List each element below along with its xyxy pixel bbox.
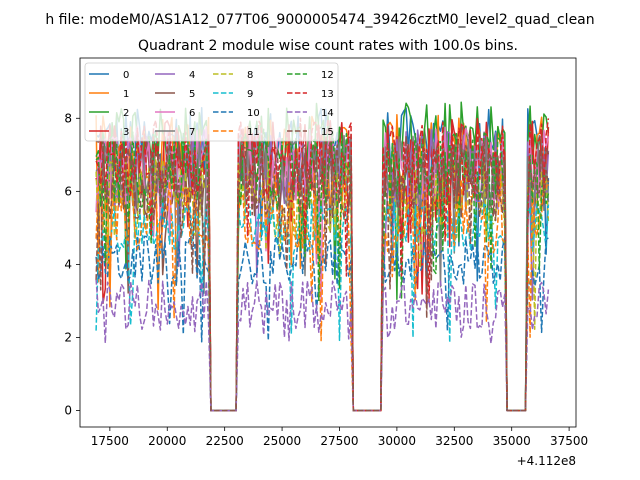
x-tick-label: 37500 xyxy=(550,434,588,448)
legend-label-9: 9 xyxy=(247,89,253,100)
series-line-11 xyxy=(95,172,550,412)
y-tick-label: 6 xyxy=(64,184,72,198)
figure-suptitle: h file: modeM0/AS1A12_077T06_9000005474_… xyxy=(45,12,594,28)
x-tick-label: 17500 xyxy=(91,434,129,448)
legend-label-10: 10 xyxy=(247,108,260,119)
x-axis: 17500 20000 22500 25000 27500 30000 32500 35000… xyxy=(91,427,588,448)
legend-label-11: 11 xyxy=(247,127,260,138)
y-tick-label: 0 xyxy=(64,404,72,418)
legend-label-3: 3 xyxy=(123,127,129,138)
legend-label-2: 2 xyxy=(123,108,129,119)
x-offset-label: +4.112e8 xyxy=(517,454,576,468)
legend-label-5: 5 xyxy=(189,89,195,100)
legend-frame xyxy=(84,62,339,142)
x-tick-label: 20000 xyxy=(148,434,186,448)
x-tick-label: 22500 xyxy=(206,434,244,448)
series-line-14 xyxy=(95,279,550,412)
y-tick-label: 2 xyxy=(64,330,72,344)
legend-label-14: 14 xyxy=(321,108,334,119)
plot-area xyxy=(95,101,550,412)
x-tick-label: 35000 xyxy=(493,434,531,448)
legend-label-6: 6 xyxy=(189,108,195,119)
series-line-10 xyxy=(95,234,549,412)
x-tick-label: 27500 xyxy=(320,434,358,448)
series-line-13 xyxy=(95,117,550,412)
legend-label-13: 13 xyxy=(321,89,334,100)
y-tick-label: 4 xyxy=(64,257,72,271)
x-tick-label: 25000 xyxy=(263,434,301,448)
y-axis: 0 2 4 6 8 xyxy=(64,111,80,418)
axes-title: Quadrant 2 module wise count rates with … xyxy=(138,38,518,54)
axes-frame xyxy=(79,57,577,428)
legend-label-12: 12 xyxy=(321,70,334,81)
x-tick-label: 30000 xyxy=(378,434,416,448)
legend-label-7: 7 xyxy=(189,127,195,138)
series-line-15 xyxy=(95,140,550,412)
legend-label-0: 0 xyxy=(123,70,129,81)
legend-label-1: 1 xyxy=(123,89,129,100)
legend-label-15: 15 xyxy=(321,127,334,138)
x-tick-label: 32500 xyxy=(435,434,473,448)
y-tick-label: 8 xyxy=(64,111,72,125)
legend-label-4: 4 xyxy=(189,70,195,81)
legend-label-8: 8 xyxy=(247,70,253,81)
